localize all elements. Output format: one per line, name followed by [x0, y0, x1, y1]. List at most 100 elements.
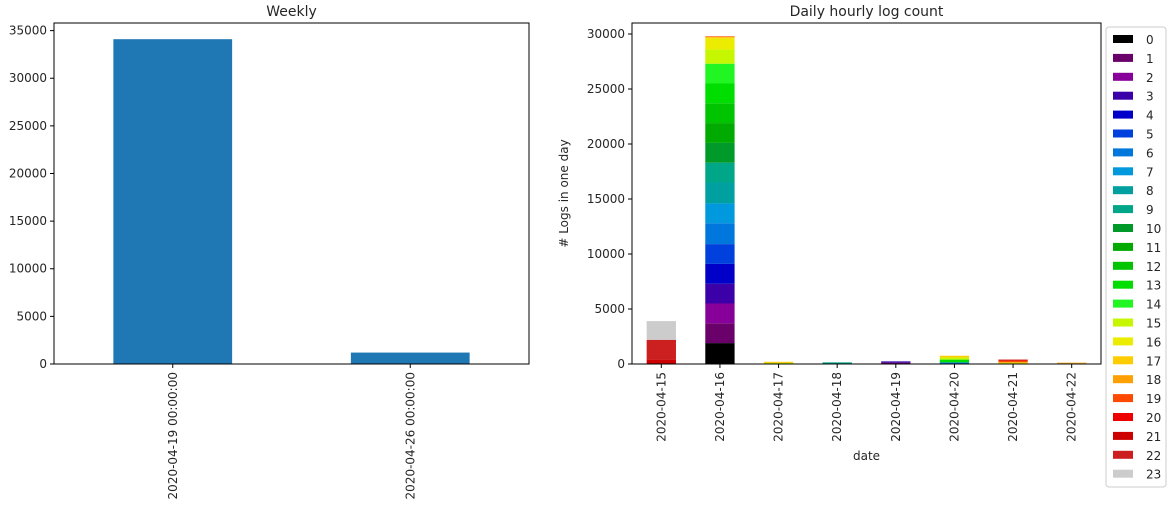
legend-swatch [1113, 129, 1133, 138]
legend-swatch [1113, 280, 1133, 289]
legend-swatch [1113, 356, 1133, 365]
legend-label: 3 [1146, 90, 1154, 104]
daily-bar-segment [646, 359, 676, 364]
weekly-ytick-label: 25000 [9, 119, 47, 133]
legend-label: 9 [1146, 203, 1154, 217]
legend-label: 23 [1146, 468, 1161, 482]
weekly-ytick-label: 15000 [9, 214, 47, 228]
legend-swatch [1113, 450, 1133, 459]
legend-swatch [1113, 224, 1133, 232]
daily-ytick-label: 5000 [594, 302, 625, 316]
legend-swatch [1113, 72, 1133, 81]
weekly-bar [350, 352, 470, 364]
daily-bar-segment [998, 362, 1028, 364]
legend-swatch [1113, 35, 1133, 43]
weekly-bar [113, 39, 233, 364]
legend-label: 18 [1146, 373, 1161, 387]
daily-ytick-label: 25000 [587, 82, 625, 96]
daily-bar-segment [705, 162, 735, 183]
weekly-plot-frame [53, 22, 530, 365]
daily-bar-segment [939, 359, 970, 363]
legend-swatch [1113, 375, 1133, 384]
legend-label: 4 [1146, 109, 1154, 123]
daily-bar-segment [939, 362, 970, 364]
legend-label: 12 [1146, 260, 1161, 274]
daily-bar-segment [705, 283, 735, 304]
legend-label: 22 [1146, 449, 1161, 463]
daily-bar-segment [705, 38, 735, 50]
legend-swatch [1113, 91, 1133, 100]
weekly-ytick-label: 30000 [9, 71, 47, 85]
legend-label: 14 [1146, 298, 1161, 312]
daily-ytick-label: 20000 [587, 137, 625, 151]
daily-bar-segment [939, 355, 970, 358]
daily-bar-segment [705, 323, 735, 344]
daily-xtick-label: 2020-04-15 [654, 372, 668, 442]
legend-label: 19 [1146, 392, 1161, 406]
daily-xtick-label: 2020-04-19 [889, 372, 903, 442]
legend-label: 8 [1146, 184, 1154, 198]
daily-plot-frame [631, 22, 1102, 365]
legend-swatch [1113, 394, 1133, 403]
daily-ylabel: # Logs in one day [557, 139, 571, 247]
legend-swatch [1113, 110, 1133, 119]
weekly-ytick-label: 35000 [9, 24, 47, 38]
daily-bar-segment [705, 36, 735, 37]
daily-xlabel: date [853, 449, 880, 463]
legend-swatch [1113, 167, 1133, 176]
daily-xtick-label: 2020-04-21 [1006, 372, 1020, 442]
daily-title: Daily hourly log count [790, 4, 944, 20]
daily-bar-segment [705, 123, 735, 143]
weekly-ytick-label: 0 [39, 357, 47, 371]
daily-ytick-label: 10000 [587, 247, 625, 261]
daily-bar-segment [705, 37, 735, 39]
daily-bar-segment [705, 203, 735, 224]
daily-bar-segment [705, 63, 735, 84]
daily-bar-segment [705, 223, 735, 245]
daily-bar-segment [881, 361, 911, 363]
daily-bar-segment [822, 362, 852, 364]
daily-xtick-label: 2020-04-22 [1065, 372, 1079, 442]
legend-swatch [1113, 431, 1133, 440]
daily-bar-segment [705, 49, 735, 64]
legend-swatch [1113, 413, 1133, 421]
legend-swatch [1113, 337, 1133, 346]
legend-label: 13 [1146, 279, 1161, 293]
daily-bar-segment [705, 83, 735, 104]
daily-bar-segment [646, 339, 676, 360]
legend-swatch [1113, 186, 1133, 195]
daily-bar-segment [763, 362, 794, 364]
daily-bar-segment [705, 303, 735, 324]
daily-bar-segment [998, 359, 1028, 361]
legend-label: 2 [1146, 71, 1154, 85]
daily-bar-segment [998, 360, 1028, 363]
daily-ytick-label: 15000 [587, 192, 625, 206]
daily-bar-segment [939, 357, 970, 360]
daily-ytick-label: 0 [617, 357, 625, 371]
legend-swatch [1113, 318, 1133, 327]
daily-bar-segment [705, 343, 735, 364]
weekly-xtick-label: 2020-04-26 00:00:00 [403, 372, 417, 499]
legend-box [1105, 26, 1167, 488]
legend-label: 20 [1146, 411, 1161, 425]
weekly-xtick-label: 2020-04-19 00:00:00 [166, 372, 180, 499]
weekly-ytick-label: 10000 [9, 262, 47, 276]
daily-ytick-label: 30000 [587, 27, 625, 41]
daily-xtick-label: 2020-04-20 [947, 372, 961, 442]
daily-bar-segment [1057, 362, 1087, 364]
legend-swatch [1113, 261, 1133, 270]
legend-label: 21 [1146, 430, 1161, 444]
weekly-title: Weekly [266, 4, 317, 20]
daily-xtick-label: 2020-04-16 [713, 372, 727, 442]
legend-swatch [1113, 205, 1133, 214]
daily-bar-segment [763, 361, 794, 363]
legend-swatch [1113, 148, 1133, 157]
daily-bar-segment [705, 103, 735, 124]
daily-bar-segment [881, 362, 911, 364]
daily-bar-segment [705, 244, 735, 264]
daily-bar-segment [705, 142, 735, 163]
legend-swatch [1113, 469, 1133, 478]
legend-label: 1 [1146, 52, 1154, 66]
